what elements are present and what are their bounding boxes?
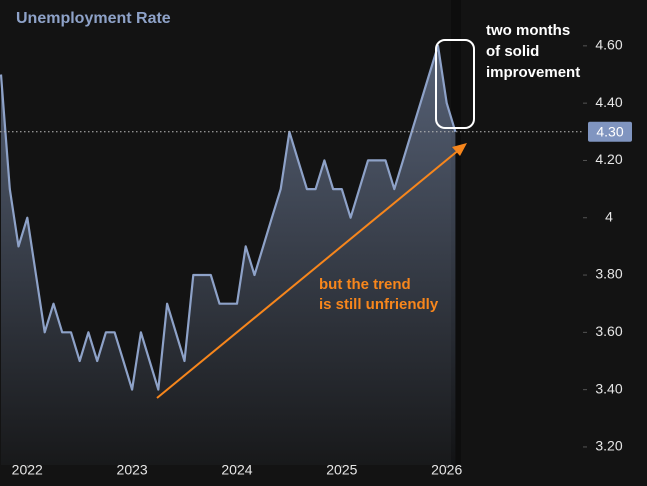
- x-tick-label: 2023: [117, 462, 148, 478]
- y-tick-label: 3.60: [595, 323, 622, 339]
- annotation-text: improvement: [486, 64, 580, 81]
- trend-arrowhead: [452, 143, 467, 156]
- current-value-box: [588, 121, 632, 142]
- highlight-box: [435, 39, 475, 129]
- x-tick-label: 2024: [221, 462, 252, 478]
- y-tick-label: 4.60: [595, 37, 622, 53]
- annotation-text: two months: [486, 22, 570, 39]
- y-tick-label: 4.40: [595, 94, 622, 110]
- x-tick-label: 2022: [12, 462, 43, 478]
- annotation-text: is still unfriendly: [319, 296, 439, 313]
- y-tick-label: 4: [605, 208, 613, 224]
- area-fill: [1, 45, 456, 466]
- current-value-label: 4.30: [596, 123, 623, 139]
- line-series: [0, 44, 457, 391]
- annotation-text: but the trend: [319, 276, 411, 293]
- y-tick-label: 4.20: [595, 151, 622, 167]
- highlight-band: [451, 0, 461, 465]
- x-tick-label: 2026: [431, 462, 462, 478]
- y-tick-label: 3.80: [595, 266, 622, 282]
- y-tick-label: 3.40: [595, 380, 622, 396]
- chart-title: Unemployment Rate: [16, 10, 171, 27]
- trend-arrow: [156, 148, 461, 399]
- x-tick-label: 2025: [326, 462, 357, 478]
- y-tick-label: 3.20: [595, 438, 622, 454]
- plot-area: [0, 44, 457, 466]
- annotation-text: of solid: [486, 43, 539, 60]
